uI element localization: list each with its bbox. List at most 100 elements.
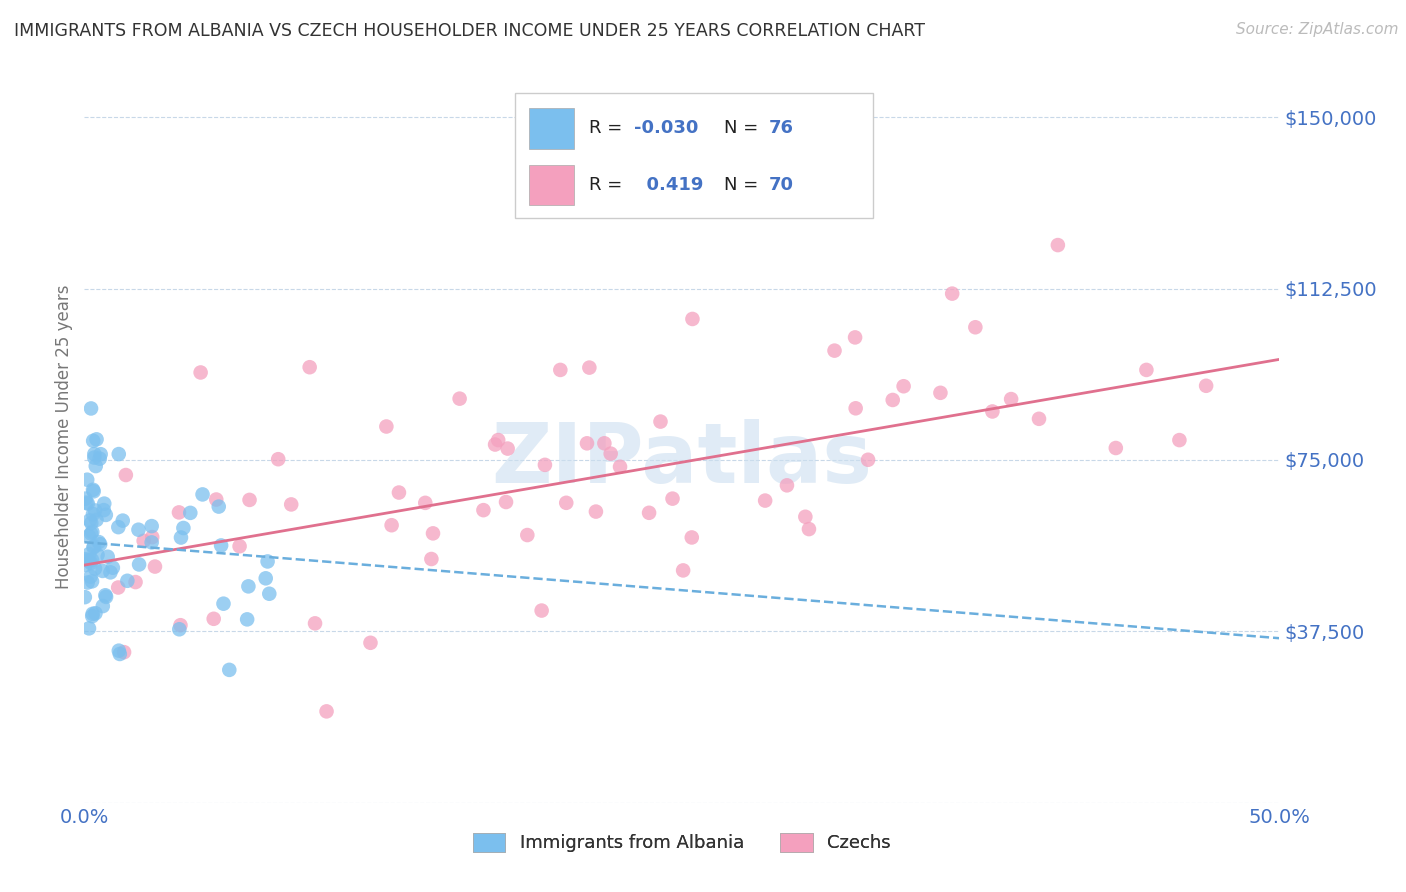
Point: [550, 363, 572, 377]
Point: [76, 473, 98, 487]
Point: [127, 523, 149, 537]
Text: R =: R =: [589, 176, 627, 194]
Point: [304, 616, 326, 631]
Point: [495, 495, 517, 509]
Point: [141, 519, 163, 533]
Point: [191, 487, 214, 501]
Point: [108, 643, 131, 657]
Point: [84, 561, 107, 575]
Point: [93, 503, 115, 517]
Point: [82, 483, 104, 497]
Text: -0.030: -0.030: [634, 120, 699, 137]
Point: [80, 556, 103, 570]
Point: [776, 478, 799, 492]
Point: [893, 379, 915, 393]
Point: [516, 528, 538, 542]
Point: [77, 529, 100, 543]
Point: [981, 404, 1004, 418]
Point: [112, 645, 135, 659]
Point: [797, 522, 820, 536]
Point: [170, 531, 193, 545]
Y-axis label: Householder Income Under 25 years: Householder Income Under 25 years: [55, 285, 73, 590]
Point: [79, 513, 101, 527]
Point: [169, 618, 191, 632]
Point: [79, 569, 101, 583]
FancyBboxPatch shape: [529, 165, 575, 205]
Point: [167, 505, 190, 519]
Point: [89, 537, 111, 551]
FancyBboxPatch shape: [515, 94, 873, 218]
Point: [86, 513, 108, 527]
Point: [486, 433, 509, 447]
Point: [77, 553, 100, 567]
Point: [661, 491, 683, 506]
Point: [1105, 441, 1128, 455]
Point: [209, 538, 232, 552]
Point: [75, 495, 97, 509]
Point: [128, 558, 150, 572]
Point: [267, 452, 290, 467]
Point: [238, 492, 260, 507]
Point: [141, 535, 163, 549]
Point: [449, 392, 471, 406]
Point: [218, 663, 240, 677]
Point: [80, 574, 103, 589]
Point: [228, 539, 250, 553]
Point: [1046, 238, 1069, 252]
Point: [82, 507, 104, 521]
Point: [82, 607, 104, 621]
Point: [117, 574, 139, 588]
Point: [672, 563, 695, 577]
Point: [100, 566, 122, 580]
Point: [845, 401, 868, 416]
Point: [124, 575, 146, 590]
Point: [413, 496, 436, 510]
Point: [107, 581, 129, 595]
Point: [212, 597, 235, 611]
Point: [578, 360, 600, 375]
Point: [89, 451, 111, 466]
Point: [91, 599, 114, 613]
Point: [190, 366, 212, 380]
Point: [107, 447, 129, 461]
Point: [420, 552, 443, 566]
Point: [965, 320, 987, 334]
Text: 76: 76: [769, 120, 794, 137]
Text: IMMIGRANTS FROM ALBANIA VS CZECH HOUSEHOLDER INCOME UNDER 25 YEARS CORRELATION C: IMMIGRANTS FROM ALBANIA VS CZECH HOUSEHO…: [14, 22, 925, 40]
Point: [76, 575, 98, 590]
Point: [94, 590, 117, 604]
Point: [84, 458, 107, 473]
Point: [80, 401, 103, 416]
Point: [75, 552, 97, 566]
Point: [179, 506, 201, 520]
Point: [238, 579, 260, 593]
Point: [856, 452, 879, 467]
Point: [80, 526, 103, 541]
Point: [754, 493, 776, 508]
Point: [555, 496, 578, 510]
Point: [534, 458, 557, 472]
Point: [1028, 412, 1050, 426]
Point: [650, 415, 672, 429]
Point: [1135, 363, 1157, 377]
Point: [575, 436, 598, 450]
Point: [172, 521, 194, 535]
Point: [86, 433, 108, 447]
Point: [94, 588, 117, 602]
Point: [75, 491, 97, 506]
Point: [254, 571, 277, 585]
Legend: Immigrants from Albania, Czechs: Immigrants from Albania, Czechs: [465, 826, 898, 860]
Point: [73, 590, 96, 604]
Point: [76, 497, 98, 511]
Point: [256, 554, 278, 568]
Point: [115, 468, 138, 483]
Point: [84, 606, 107, 620]
Point: [82, 541, 104, 555]
Point: [101, 560, 124, 574]
Point: [83, 539, 105, 553]
Point: [143, 559, 166, 574]
Point: [205, 492, 228, 507]
Point: [593, 436, 616, 450]
Point: [111, 514, 134, 528]
Point: [202, 612, 225, 626]
